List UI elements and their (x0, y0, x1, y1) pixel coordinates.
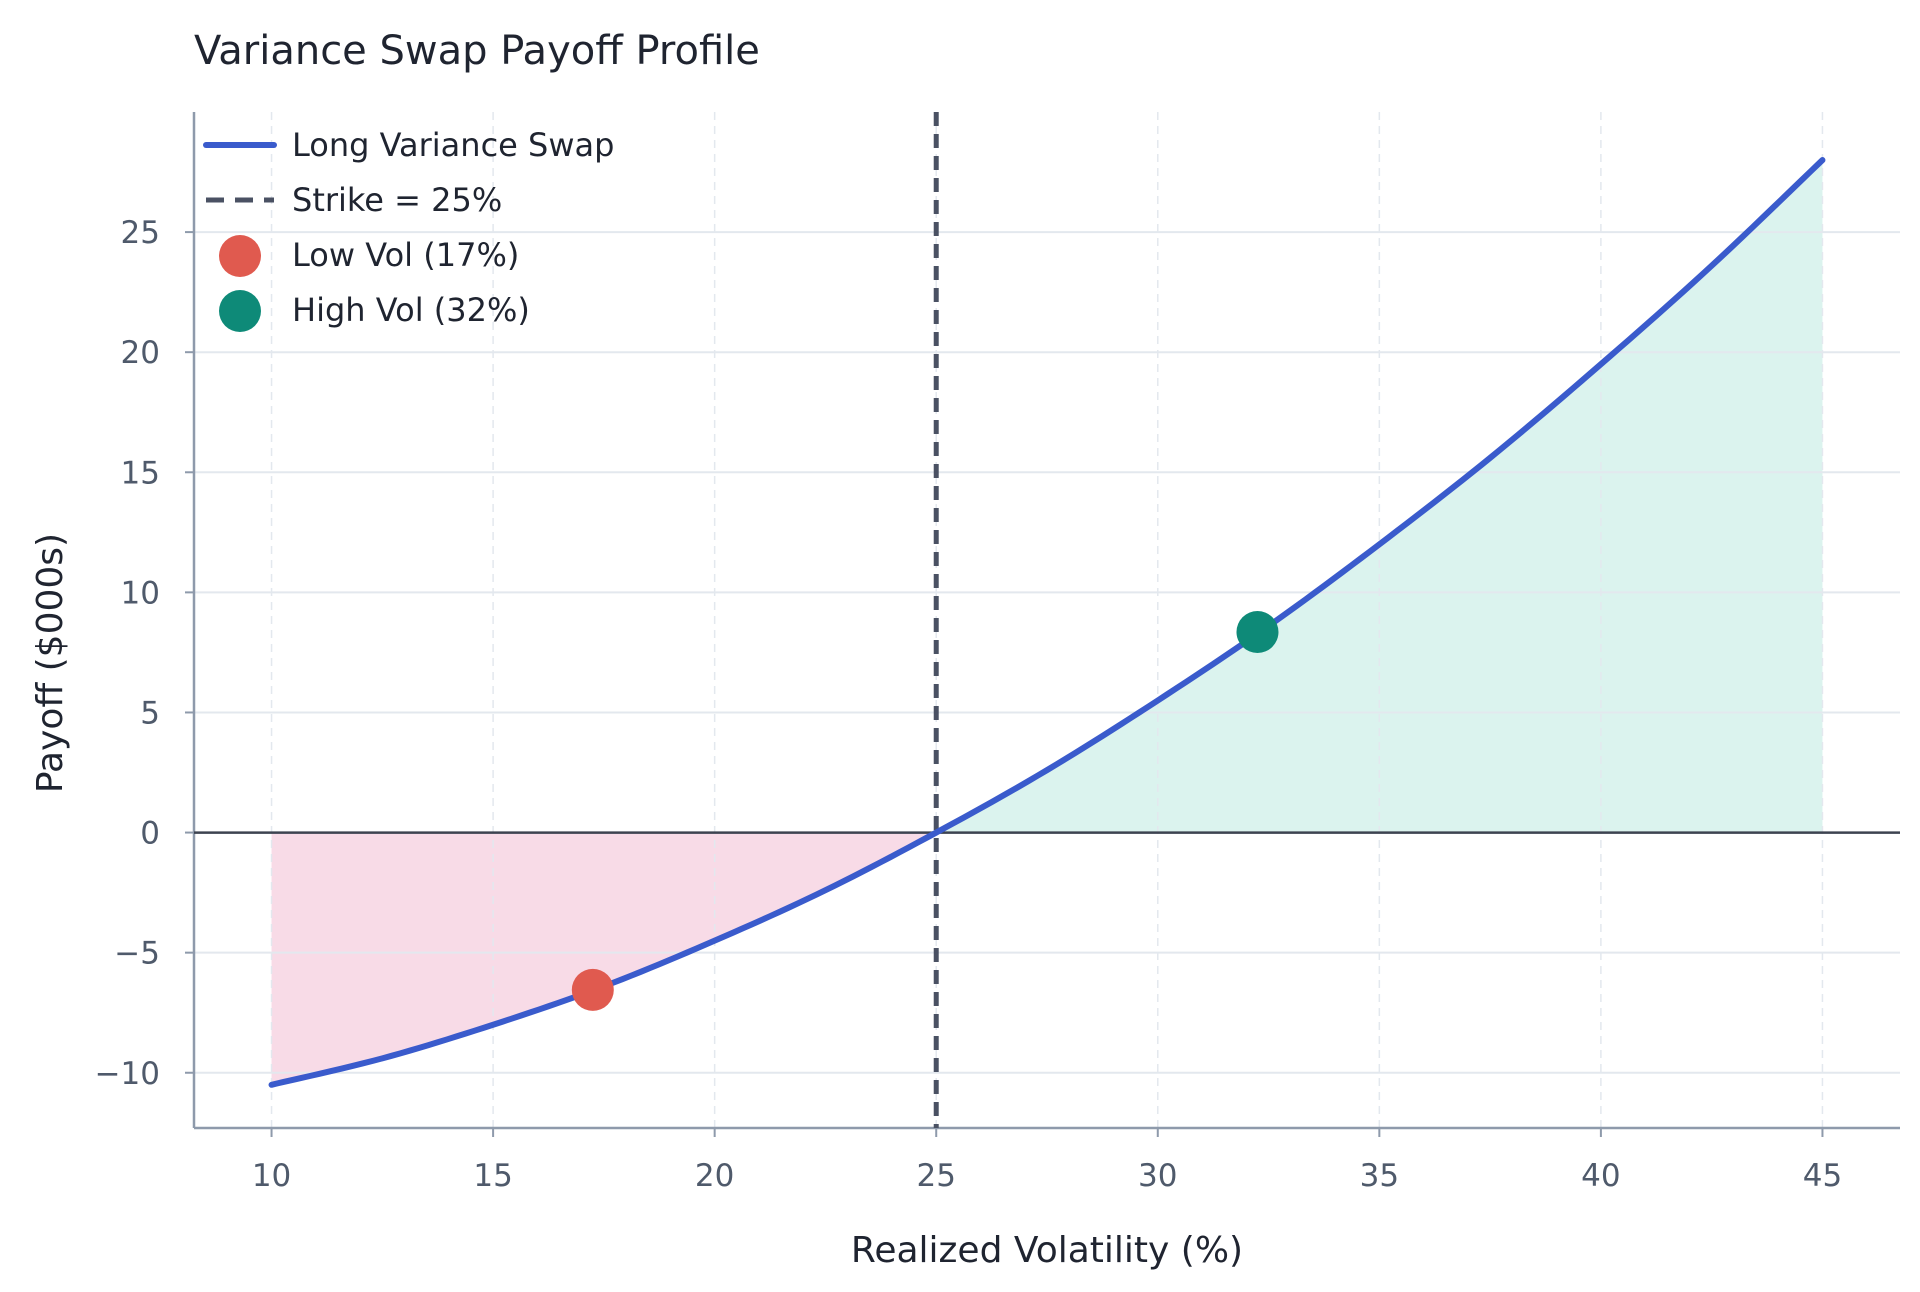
legend: Long Variance Swap Strike = 25% Low Vol (1… (203, 126, 614, 332)
legend-item: High Vol (32%) (219, 290, 530, 332)
x-tick-label: 20 (695, 1158, 734, 1194)
y-tick-label: −10 (95, 1056, 160, 1092)
axes (185, 112, 1900, 1137)
x-tick-label: 15 (473, 1158, 512, 1194)
y-axis-label: Payoff ($000s) (30, 533, 71, 793)
high-vol-point (1236, 611, 1279, 654)
x-axis-label: Realized Volatility (%) (851, 1230, 1243, 1271)
legend-label: Long Variance Swap (292, 126, 614, 164)
legend-label: Low Vol (17%) (292, 236, 519, 274)
legend-dot-swatch (219, 235, 261, 277)
y-tick-label: 15 (121, 455, 160, 491)
y-tick-label: 5 (140, 695, 160, 731)
legend-label: High Vol (32%) (292, 291, 530, 329)
series-layer (194, 112, 1900, 1128)
fill-below-zero (271, 832, 937, 1085)
y-tick-label: 20 (121, 335, 160, 371)
x-tick-label: 35 (1360, 1158, 1399, 1194)
x-tick-label: 45 (1803, 1158, 1842, 1194)
legend-item: Strike = 25% (206, 181, 502, 219)
y-tick-label: 10 (121, 575, 160, 611)
legend-label: Strike = 25% (292, 181, 502, 219)
x-tick-label: 40 (1581, 1158, 1620, 1194)
x-tick-label: 30 (1138, 1158, 1177, 1194)
x-tick-label: 25 (916, 1158, 955, 1194)
low-vol-point (571, 968, 614, 1011)
payoff-curve (268, 157, 1826, 1088)
legend-item: Long Variance Swap (203, 126, 614, 164)
y-tick-label: 25 (121, 215, 160, 251)
y-tick-label: −5 (114, 936, 160, 972)
y-tick-label: 0 (140, 816, 160, 852)
tick-labels: 10 15 20 25 30 35 40 45 −10 −5 0 5 10 15 20 25 (95, 215, 1843, 1194)
x-tick-label: 10 (252, 1158, 291, 1194)
chart-title: Variance Swap Payoff Profile (194, 28, 760, 74)
legend-item: Low Vol (17%) (219, 235, 519, 277)
legend-dot-swatch (219, 290, 261, 332)
